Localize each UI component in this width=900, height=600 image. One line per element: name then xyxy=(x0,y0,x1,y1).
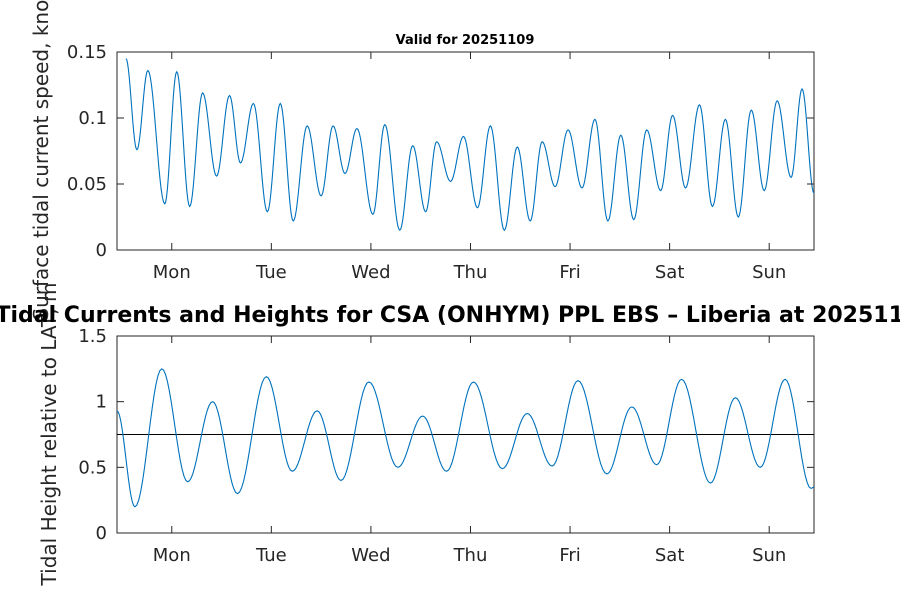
y-tick-label: 0 xyxy=(96,523,107,544)
x-tick-label: Fri xyxy=(559,262,580,283)
x-tick-label: Wed xyxy=(351,262,390,283)
y-tick-label: 0.1 xyxy=(78,108,107,129)
y-tick-label: 1.5 xyxy=(78,326,107,347)
x-tick-label: Mon xyxy=(153,262,191,283)
current-speed-panel: Valid for 20251109 0 0.05 0.1 0.15 Mon Tue We… xyxy=(29,0,815,321)
y-tick-label: 0 xyxy=(96,240,107,261)
y-ticks: 0 0.5 1 1.5 xyxy=(78,326,814,544)
tidal-height-line xyxy=(116,368,815,508)
y-ticks: 0 0.05 0.1 0.15 xyxy=(67,42,814,261)
x-tick-label: Sun xyxy=(752,545,786,566)
main-title: Tidal Currents and Heights for CSA (ONHY… xyxy=(0,303,900,328)
x-tick-label: Tue xyxy=(255,545,287,566)
x-tick-label: Sun xyxy=(752,262,786,283)
plot-area xyxy=(116,51,815,251)
x-tick-label: Sat xyxy=(655,545,685,566)
tidal-height-panel: 0 0.5 1 1.5 Mon Tue Wed Thu Fri Sat Sun Tidal Hei… xyxy=(37,283,815,587)
current-speed-line xyxy=(125,58,815,232)
y-tick-label: 0.15 xyxy=(67,42,107,63)
x-tick-label: Sat xyxy=(655,262,685,283)
y-axis-label: Surface tidal current speed, knots xyxy=(29,0,53,321)
y-tick-label: 0.5 xyxy=(78,457,107,478)
x-tick-label: Thu xyxy=(453,545,488,566)
x-ticks: Mon Tue Wed Thu Fri Sat Sun xyxy=(153,52,786,283)
panel-subtitle: Valid for 20251109 xyxy=(396,33,535,48)
x-ticks: Mon Tue Wed Thu Fri Sat Sun xyxy=(153,336,786,566)
x-tick-label: Thu xyxy=(453,262,488,283)
x-tick-label: Wed xyxy=(351,545,390,566)
x-tick-label: Fri xyxy=(559,545,580,566)
y-tick-label: 1 xyxy=(96,392,107,413)
y-axis-label: Tidal Height relative to LAT, m xyxy=(37,283,61,587)
x-tick-label: Tue xyxy=(255,262,287,283)
x-tick-label: Mon xyxy=(153,545,191,566)
y-tick-label: 0.05 xyxy=(67,174,107,195)
